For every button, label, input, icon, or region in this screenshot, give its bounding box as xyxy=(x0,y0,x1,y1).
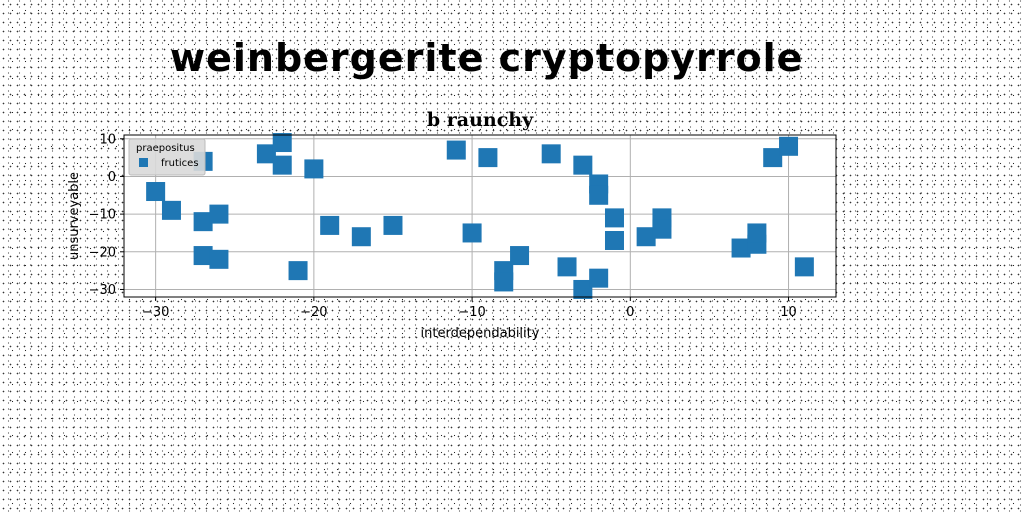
x-tick-label: −10 xyxy=(458,305,485,320)
data-point xyxy=(605,231,624,250)
y-tick-label: 0 xyxy=(108,170,116,185)
y-axis-label: unsurveyable xyxy=(67,172,82,260)
data-point xyxy=(478,148,497,167)
data-point xyxy=(273,156,292,175)
data-point xyxy=(273,133,292,152)
data-point xyxy=(146,182,165,201)
y-tick-label: 10 xyxy=(99,132,116,147)
data-point xyxy=(463,223,482,242)
y-tick-label: −30 xyxy=(89,283,116,298)
data-point xyxy=(605,208,624,227)
data-point xyxy=(162,201,181,220)
data-point xyxy=(795,257,814,276)
x-axis-label: interdependability xyxy=(421,326,540,341)
data-point xyxy=(589,269,608,288)
x-axis-ticks: −30 −20 −10 0 10 xyxy=(142,297,797,320)
legend-entry-label: frutices xyxy=(161,158,199,169)
y-tick-label: −10 xyxy=(89,208,116,223)
data-point xyxy=(447,141,466,160)
data-point xyxy=(542,144,561,163)
data-point xyxy=(289,261,308,280)
legend: praepositus frutices xyxy=(129,139,205,175)
data-point xyxy=(304,159,323,178)
x-tick-label: 10 xyxy=(780,305,797,320)
x-tick-label: −20 xyxy=(300,305,327,320)
data-point xyxy=(747,223,766,242)
chart-title: b raunchy xyxy=(427,109,534,131)
data-point xyxy=(652,220,671,239)
data-point xyxy=(209,205,228,224)
data-point xyxy=(494,272,513,291)
data-point xyxy=(510,246,529,265)
y-axis-ticks: −30 −20 −10 0 10 xyxy=(89,132,124,298)
legend-swatch xyxy=(139,158,148,167)
x-tick-label: −30 xyxy=(142,305,169,320)
data-point xyxy=(352,227,371,246)
y-tick-label: −20 xyxy=(89,245,116,260)
data-point xyxy=(558,257,577,276)
legend-title: praepositus xyxy=(136,143,195,154)
data-point xyxy=(589,186,608,205)
data-point xyxy=(779,137,798,156)
data-point xyxy=(320,216,339,235)
data-point xyxy=(573,156,592,175)
x-tick-label: 0 xyxy=(626,305,634,320)
data-point xyxy=(209,250,228,269)
data-point xyxy=(383,216,402,235)
